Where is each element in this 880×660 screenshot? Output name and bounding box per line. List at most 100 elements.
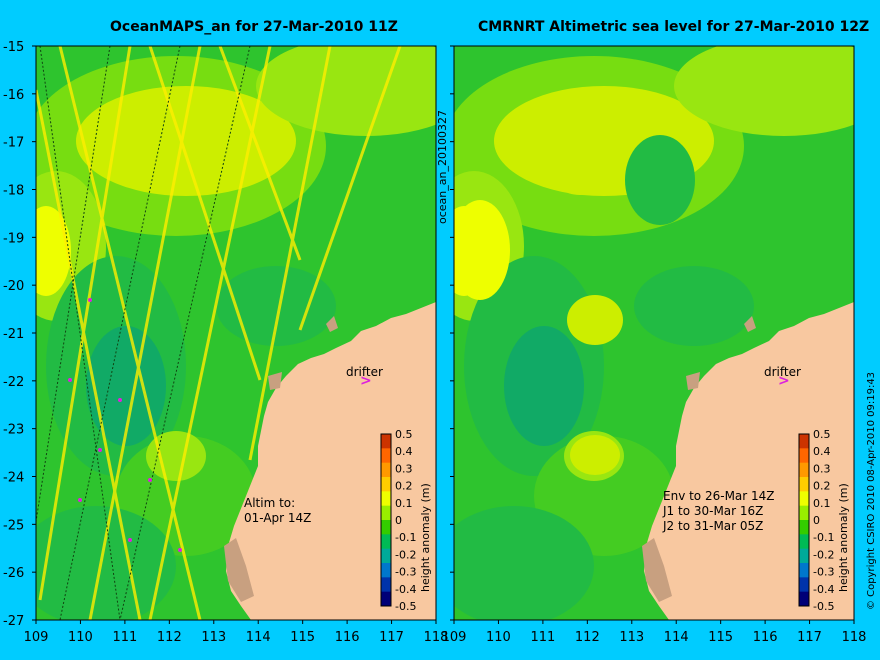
colorbar-tick-label: 0.3 [395, 462, 413, 475]
colorbar-tick-label: 0.2 [395, 480, 413, 493]
colorbar-swatch [799, 591, 809, 607]
drifter-marker-right: > [778, 373, 790, 389]
right-annotation: Env to 26-Mar 14Z J1 to 30-Mar 16Z J2 to… [663, 489, 775, 534]
colorbar-swatch [799, 520, 809, 535]
colorbar-tick-label: -0.3 [395, 566, 416, 579]
colorbar-tick-label: -0.1 [395, 531, 416, 544]
colorbar-tick-label: 0.1 [813, 497, 831, 510]
lon-tick-label: 111 [112, 630, 137, 645]
colorbar-tick-label: -0.1 [813, 531, 834, 544]
colorbar-swatch [381, 477, 391, 492]
left-map-plot [35, 45, 437, 621]
lon-tick-label: 114 [664, 630, 689, 645]
lat-tick-label: -25 [3, 518, 24, 533]
colorbar-swatch [381, 462, 391, 478]
lon-tick-label: 115 [290, 630, 315, 645]
colorbar-tick-label: 0.5 [395, 428, 413, 441]
side-run-label: ocean_an_20100327 [436, 110, 449, 224]
right-annotation-line-3: J2 to 31-Mar 05Z [663, 519, 764, 533]
lat-tick-label: -16 [3, 88, 24, 103]
colorbars: 0.50.40.30.20.10-0.1-0.2-0.3-0.4-0.5heig… [380, 428, 850, 613]
colorbar-tick-label: 0.3 [813, 462, 831, 475]
colorbar-tick-label: -0.3 [813, 566, 834, 579]
colorbar-tick-label: 0 [813, 514, 820, 527]
colorbar-swatch [381, 591, 391, 607]
colorbar-tick-label: 0 [395, 514, 402, 527]
colorbar-swatch [381, 434, 391, 449]
colorbar-tick-label: -0.2 [813, 548, 834, 561]
lon-tick-label: 116 [335, 630, 360, 645]
colorbar-title: height anomaly (m) [837, 483, 850, 592]
lat-tick-label: -17 [3, 136, 24, 151]
drifter-marker-left: > [360, 373, 372, 389]
lon-tick-label: 114 [246, 630, 271, 645]
colorbar-frame [798, 433, 810, 607]
left-map-title: OceanMAPS_an for 27-Mar-2010 11Z [110, 19, 398, 35]
left-annotation-line-1: Altim to: [244, 496, 296, 510]
lat-tick-label: -18 [3, 184, 24, 199]
colorbar-title: height anomaly (m) [419, 483, 432, 592]
lat-tick-label: -27 [3, 614, 24, 629]
colorbar-tick-label: 0.1 [395, 497, 413, 510]
lon-tick-label: 111 [530, 630, 555, 645]
lon-tick-label: 110 [68, 630, 93, 645]
colorbar-swatch [799, 505, 809, 521]
lon-tick-label: 117 [379, 630, 404, 645]
colorbar-tick-label: -0.4 [395, 583, 416, 596]
colorbar-swatch [381, 563, 391, 578]
colorbar-swatch [799, 577, 809, 593]
colorbar-frame [380, 433, 392, 607]
colorbar-swatch [799, 434, 809, 449]
colorbar-swatch [381, 534, 391, 550]
lon-tick-label: 118 [424, 630, 449, 645]
lat-tick-label: -26 [3, 566, 24, 581]
lon-tick-label: 113 [201, 630, 226, 645]
copyright-text: © Copyright CSIRO 2010 08-Apr-2010 09:19… [866, 371, 877, 610]
right-annotation-line-1: Env to 26-Mar 14Z [663, 489, 775, 503]
colorbar-swatch [799, 548, 809, 564]
colorbar-tick-label: 0.4 [395, 445, 413, 458]
right-map-plot [453, 45, 855, 621]
lat-tick-label: -24 [3, 471, 24, 486]
lon-tick-label: 110 [486, 630, 511, 645]
colorbar-swatch [799, 563, 809, 578]
colorbar-tick-label: -0.5 [813, 600, 834, 613]
colorbar-swatch [381, 577, 391, 593]
right-map-title: CMRNRT Altimetric sea level for 27-Mar-2… [478, 19, 870, 35]
colorbar-swatch [799, 491, 809, 507]
colorbar-swatch [799, 448, 809, 464]
colorbar-tick-label: 0.2 [813, 480, 831, 493]
colorbar-swatch [799, 477, 809, 492]
lat-tick-label: -22 [3, 375, 24, 390]
colorbar-tick-label: 0.5 [813, 428, 831, 441]
colorbar-tick-label: 0.4 [813, 445, 831, 458]
colorbar-swatch [381, 505, 391, 521]
colorbar-swatch [381, 520, 391, 535]
drifter-label-right: drifter [764, 365, 801, 379]
left-annotation-line-2: 01-Apr 14Z [244, 511, 312, 525]
drifter-tracks [68, 298, 182, 552]
colorbar-swatch [799, 534, 809, 550]
colorbar-swatch [799, 462, 809, 478]
colorbar-swatch [381, 491, 391, 507]
lon-tick-label: 118 [842, 630, 867, 645]
lon-tick-label: 117 [797, 630, 822, 645]
lat-tick-label: -21 [3, 327, 24, 342]
lat-tick-label: -15 [3, 40, 24, 55]
right-annotation-line-2: J1 to 30-Mar 16Z [663, 504, 764, 518]
colorbar-tick-label: -0.4 [813, 583, 834, 596]
left-annotation: Altim to: 01-Apr 14Z [244, 496, 311, 526]
lat-tick-label: -23 [3, 423, 24, 438]
lon-tick-label: 109 [442, 630, 467, 645]
lon-tick-label: 115 [708, 630, 733, 645]
lon-tick-label: 109 [24, 630, 49, 645]
lat-tick-label: -19 [3, 231, 24, 246]
colorbar-tick-label: -0.2 [395, 548, 416, 561]
map-axes: 109 110 111 112 113 114 115 116 117 118 -15 -16 -17 -… [3, 40, 866, 645]
lon-tick-label: 112 [157, 630, 182, 645]
lon-tick-label: 112 [575, 630, 600, 645]
lon-tick-label: 116 [753, 630, 778, 645]
lon-tick-label: 113 [619, 630, 644, 645]
colorbar-tick-label: -0.5 [395, 600, 416, 613]
